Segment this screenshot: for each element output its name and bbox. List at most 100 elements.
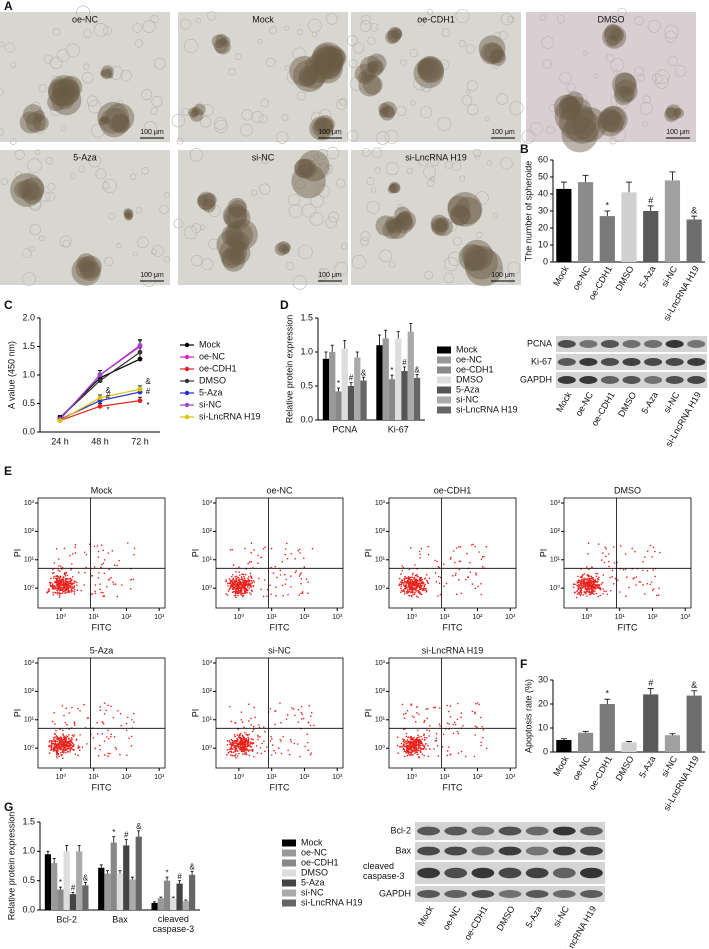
cell-ring [347, 130, 359, 142]
cell-dot [437, 755, 440, 757]
cell-ring [507, 261, 521, 275]
blot-band [557, 376, 576, 384]
spheroid [610, 27, 624, 42]
cell-dot [53, 575, 55, 578]
cell-dot [270, 735, 272, 738]
spheroid [75, 258, 96, 279]
cell-dot [247, 736, 249, 739]
cell-dot [646, 582, 649, 585]
cell-dot [81, 746, 84, 748]
spheroid [396, 210, 416, 231]
spheroid [316, 46, 342, 72]
cell-dot [427, 545, 430, 548]
cell-dot [234, 744, 236, 747]
cell-dot [410, 585, 412, 588]
spheroid [597, 108, 622, 132]
plot-title: Mock [91, 485, 113, 495]
y-tick-label: 10¹ [550, 557, 561, 564]
blot-band [417, 846, 440, 856]
cell-dot [595, 575, 598, 578]
spheroid [100, 117, 106, 123]
cell-dot [62, 576, 65, 578]
cell-dot [414, 746, 417, 749]
spheroid [366, 53, 387, 74]
cell-dot [52, 742, 55, 745]
cell-ring [529, 122, 543, 136]
cell-dot [400, 587, 402, 590]
spheroid [388, 181, 401, 194]
cell-dot [233, 733, 236, 736]
cell-dot [59, 577, 61, 580]
bar [388, 379, 396, 420]
cell-dot [73, 743, 75, 746]
cell-ring [93, 23, 108, 37]
cell-dot [286, 557, 289, 560]
cell-ring [361, 14, 372, 25]
blot-band [580, 846, 603, 856]
cell-dot [584, 581, 587, 584]
cell-ring [83, 29, 92, 38]
cell-dot [246, 749, 249, 751]
spheroid [600, 106, 628, 134]
cell-dot [67, 588, 69, 590]
spheroid [301, 65, 326, 89]
cell-dot [65, 735, 68, 737]
bar [360, 380, 367, 420]
cell-ring [312, 163, 323, 173]
lane-label: oe-CDH1 [462, 904, 489, 941]
cell-dot [228, 748, 230, 751]
cell-dot [70, 583, 73, 586]
cell-dot [313, 724, 315, 727]
cell-dot [226, 753, 228, 756]
cell-dot [250, 717, 252, 720]
cell-ring [319, 108, 332, 121]
cell-dot [66, 740, 68, 743]
cell-dot [245, 733, 248, 736]
spheroid [19, 111, 42, 134]
significance-mark: * [166, 868, 169, 877]
cell-dot [64, 740, 67, 743]
bar [82, 885, 89, 910]
cell-dot [270, 593, 272, 595]
lane-label: si-NC [551, 904, 571, 929]
cell-ring [91, 123, 106, 138]
bar [182, 901, 189, 910]
cell-dot [48, 581, 51, 584]
cell-dot [419, 587, 422, 590]
x-tick-label: 10² [121, 614, 132, 621]
cell-ring [207, 11, 217, 21]
spheroid [211, 34, 226, 49]
cell-dot [433, 706, 435, 709]
cell-dot [404, 741, 406, 744]
cell-dot [457, 702, 459, 705]
cell-dot [244, 581, 246, 583]
cell-dot [287, 749, 289, 752]
cell-dot [400, 583, 403, 586]
cell-dot [269, 707, 272, 710]
cell-dot [58, 570, 61, 572]
y-tick-label: 10⁰ [23, 744, 34, 752]
cell-ring [605, 53, 615, 63]
spheroid [394, 206, 411, 224]
spheroid [274, 242, 289, 256]
cell-ring [39, 191, 50, 202]
cell-dot [587, 585, 589, 588]
cell-ring [201, 104, 214, 117]
cell-dot [252, 579, 255, 582]
cell-dot [55, 749, 58, 752]
cell-dot [588, 568, 590, 570]
cell-dot [285, 578, 287, 581]
cell-ring [437, 117, 451, 131]
spheroid [366, 62, 378, 74]
cell-ring [215, 35, 227, 47]
spheroid [190, 109, 199, 118]
cell-dot [232, 751, 235, 754]
cell-dot [68, 741, 70, 744]
cell-dot [49, 582, 52, 585]
cell-dot [428, 577, 431, 580]
cell-dot [301, 591, 304, 593]
cell-dot [633, 576, 635, 579]
spheroid [387, 185, 397, 194]
spheroid [447, 192, 483, 227]
